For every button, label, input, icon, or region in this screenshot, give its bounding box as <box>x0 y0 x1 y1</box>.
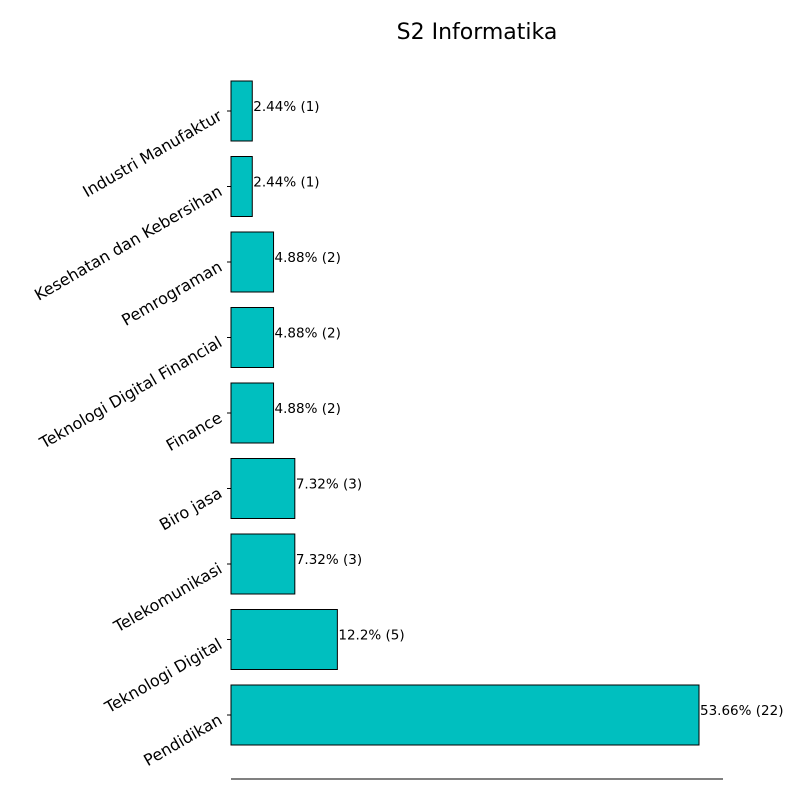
bar <box>230 609 338 670</box>
bar <box>230 231 275 293</box>
data-label: 4.88% (2) <box>275 326 341 342</box>
data-label: 53.66% (22) <box>700 703 783 719</box>
y-tick-label: Pemrograman <box>118 257 225 330</box>
y-tick-label: Telekomunikasi <box>110 559 226 637</box>
y-tick-label: Biro jasa <box>156 483 225 534</box>
data-label: 2.44% (1) <box>253 99 319 115</box>
data-label: 7.32% (3) <box>296 477 362 493</box>
bars-layer <box>230 80 700 746</box>
bar <box>230 80 253 142</box>
data-label: 7.32% (3) <box>296 552 362 568</box>
data-label: 12.2% (5) <box>338 628 404 644</box>
data-label: 4.88% (2) <box>275 250 341 266</box>
y-tick-label: Teknologi Digital <box>101 634 226 717</box>
y-tick-label: Pendidikan <box>140 710 225 770</box>
chart-title: S2 Informatika <box>397 20 558 45</box>
data-labels-layer: 53.66% (22) 12.2% (5) 7.32% (3) 7.32% (3) 4.… <box>253 99 783 719</box>
bar <box>230 458 296 519</box>
bar <box>230 684 700 746</box>
bar <box>230 156 253 217</box>
bar <box>230 533 296 595</box>
data-label: 4.88% (2) <box>275 401 341 417</box>
bar <box>230 382 275 444</box>
data-label: 2.44% (1) <box>253 175 319 191</box>
y-tick-label: Finance <box>163 408 226 455</box>
y-tick-label: Industri Manufaktur <box>79 106 225 201</box>
bar <box>230 307 275 368</box>
